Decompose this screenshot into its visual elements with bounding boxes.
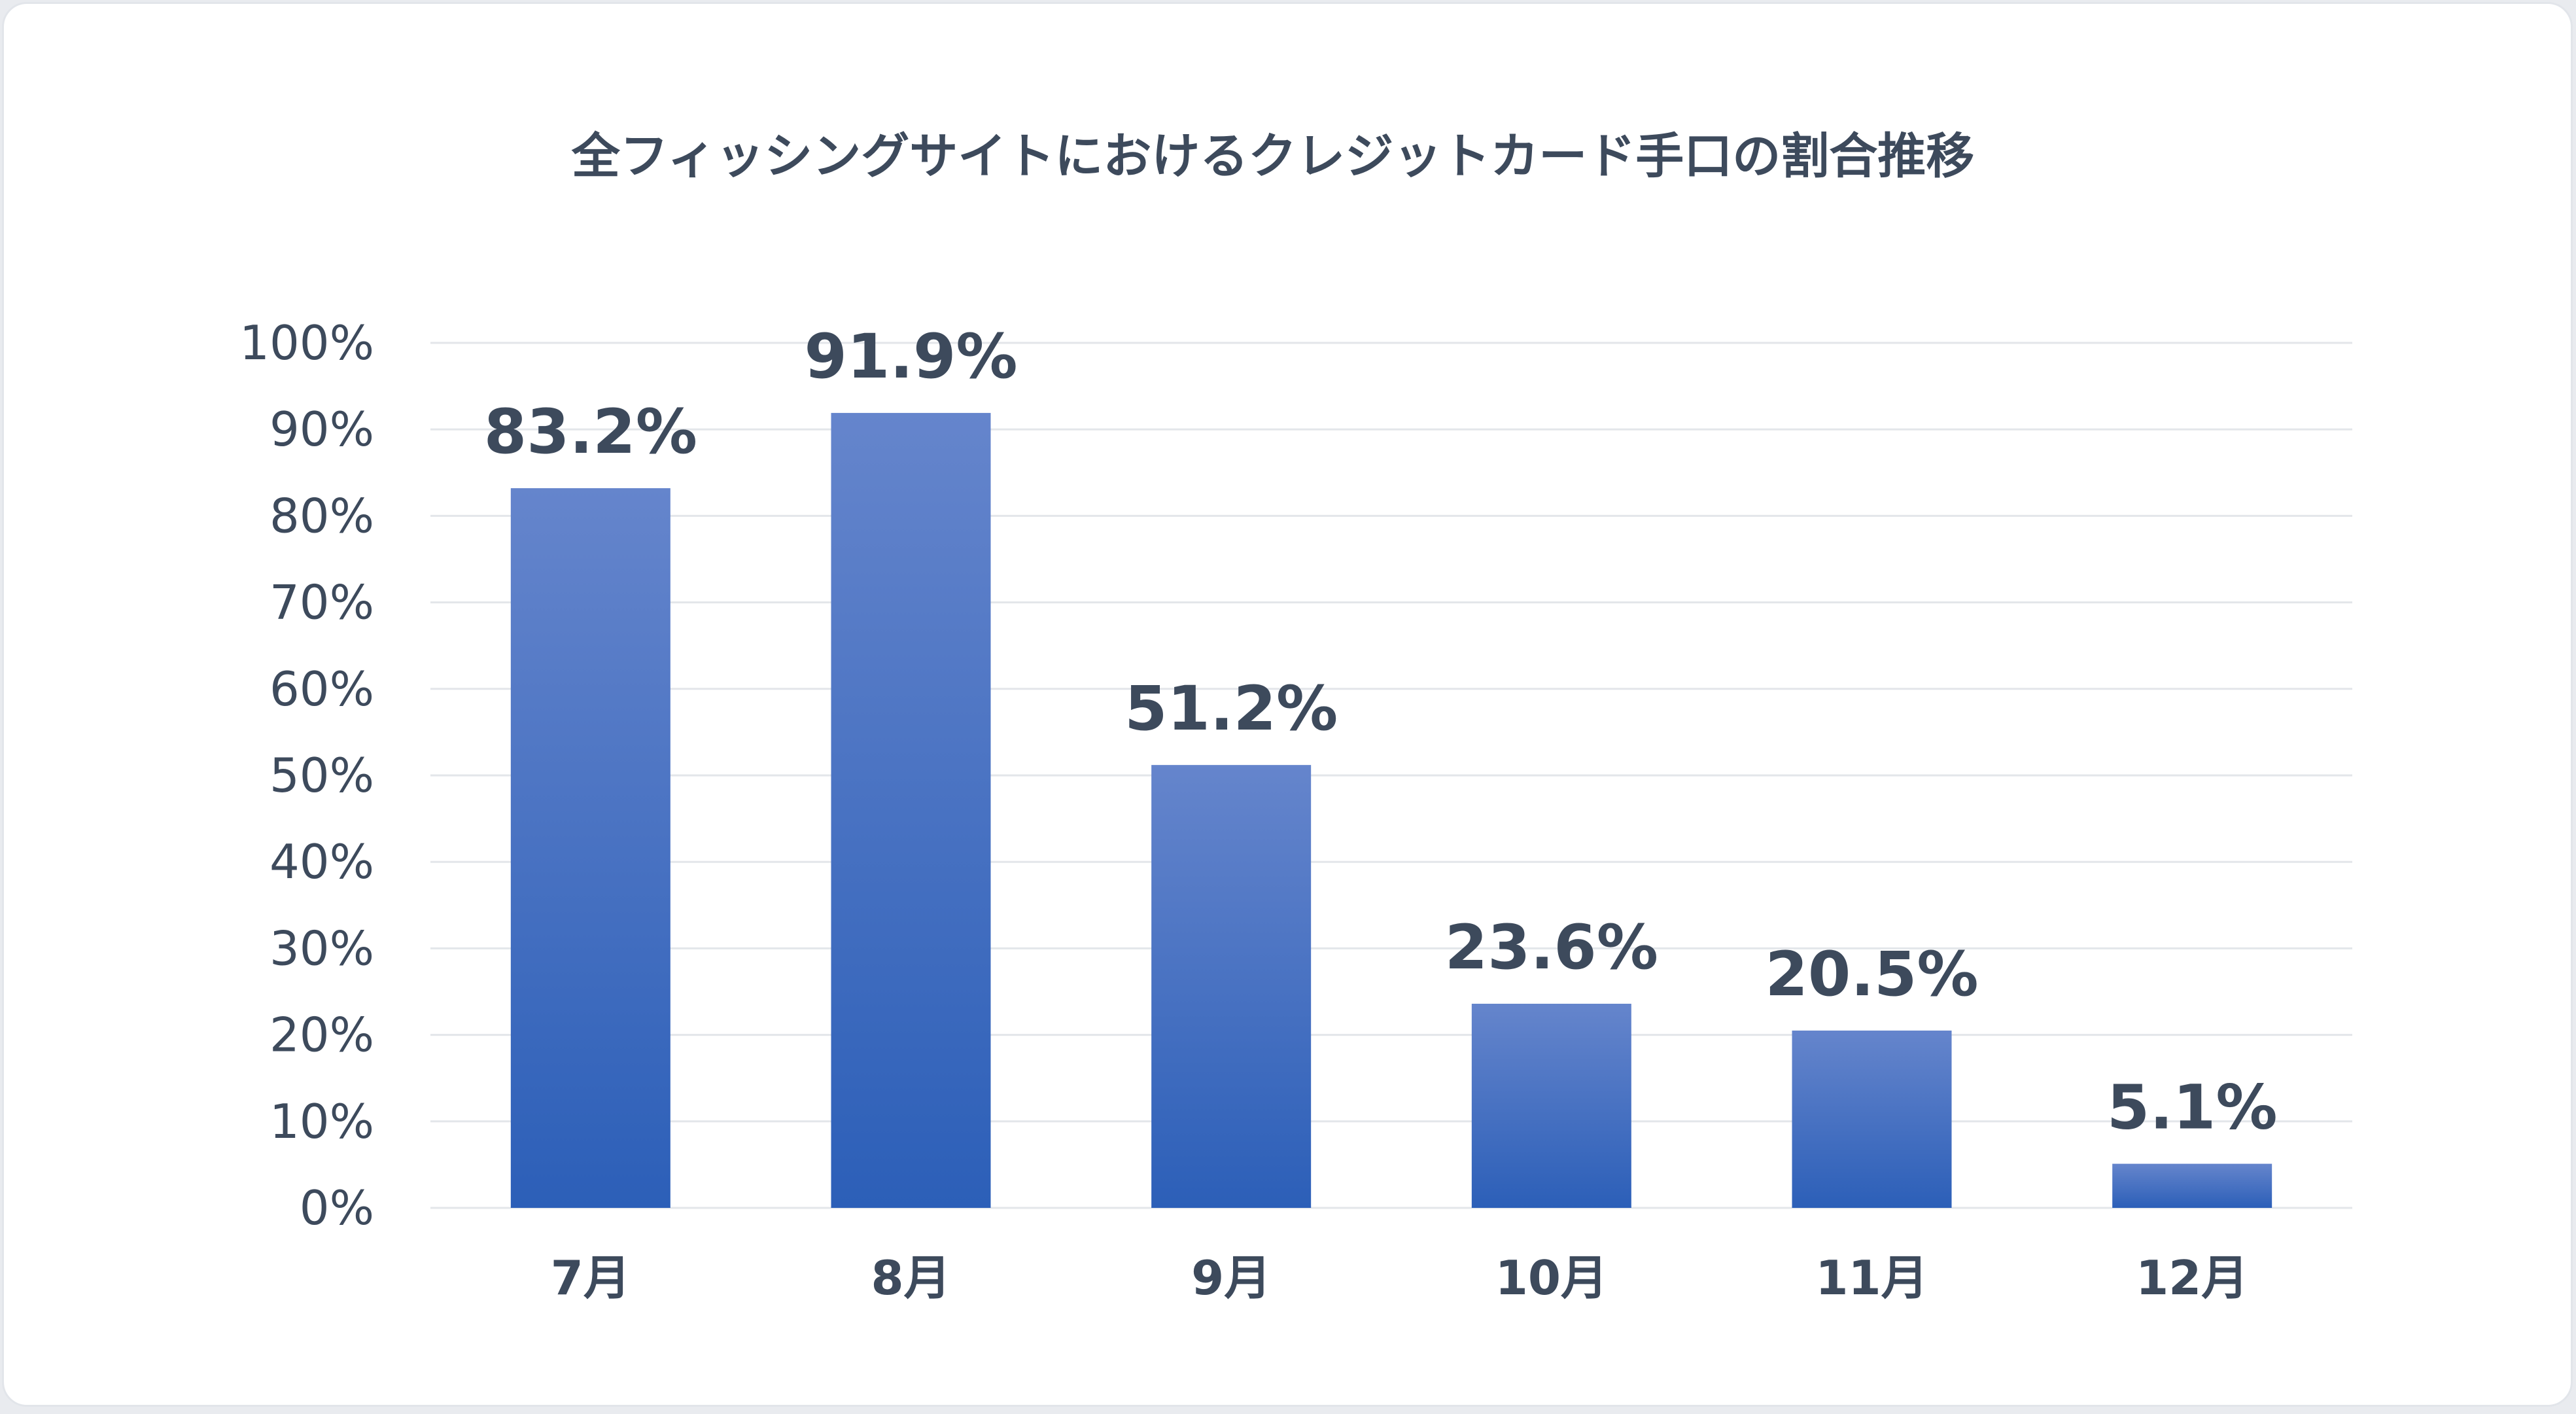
- y-tick-label: 80%: [270, 488, 374, 543]
- y-tick-label: 10%: [270, 1094, 374, 1149]
- gridlines: [430, 342, 2352, 1209]
- bar-chart: 全フィッシングサイトにおけるクレジットカード手口の割合推移 0% 10% 20% 30…: [239, 128, 2352, 1305]
- bar-5: [1792, 1030, 1952, 1208]
- bar-1: [510, 488, 670, 1209]
- x-tick-label-1: 7月: [551, 1250, 631, 1305]
- y-tick-label: 50%: [270, 748, 374, 803]
- y-tick-label: 90%: [270, 402, 374, 457]
- y-tick-label: 100%: [239, 315, 374, 370]
- y-tick-label: 20%: [270, 1008, 374, 1063]
- y-tick-label: 60%: [270, 662, 374, 716]
- x-tick-label-2: 8月: [871, 1250, 950, 1305]
- y-tick-label: 40%: [270, 834, 374, 889]
- bar-4: [1471, 1004, 1631, 1208]
- x-axis-ticks: 7月 8月 9月 10月 11月 12月: [551, 1250, 2248, 1305]
- data-labels: 83.2% 91.9% 51.2% 23.6% 20.5% 5.1%: [484, 321, 2278, 1143]
- data-label-3: 51.2%: [1124, 673, 1338, 745]
- data-label-2: 91.9%: [804, 321, 1017, 393]
- x-tick-label-3: 9月: [1191, 1250, 1271, 1305]
- x-tick-label-5: 11月: [1815, 1250, 1928, 1305]
- bar-6: [2112, 1163, 2272, 1208]
- x-tick-label-6: 12月: [2136, 1250, 2248, 1305]
- y-tick-label: 70%: [270, 575, 374, 630]
- data-label-4: 23.6%: [1445, 912, 1658, 983]
- bar-2: [831, 413, 991, 1208]
- bars: [510, 413, 2272, 1209]
- chart-title: 全フィッシングサイトにおけるクレジットカード手口の割合推移: [571, 128, 1975, 185]
- data-label-6: 5.1%: [2107, 1072, 2278, 1144]
- y-tick-label: 0%: [300, 1180, 374, 1235]
- data-label-5: 20.5%: [1765, 939, 1978, 1010]
- x-tick-label-4: 10月: [1495, 1250, 1608, 1305]
- data-label-1: 83.2%: [484, 397, 697, 468]
- bar-3: [1151, 765, 1312, 1208]
- y-axis-ticks: 0% 10% 20% 30% 40% 50% 60% 70% 80% 90% 100%: [239, 315, 374, 1235]
- y-tick-label: 30%: [270, 921, 374, 976]
